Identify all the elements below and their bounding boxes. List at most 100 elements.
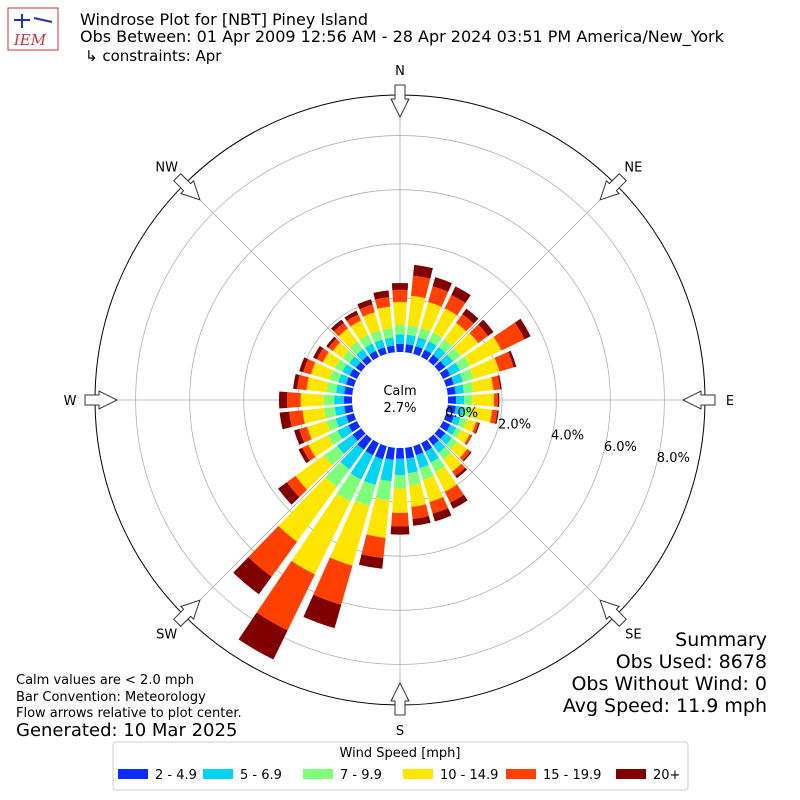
wind-bar [421,349,432,361]
wind-bar [306,377,329,393]
wind-bar [391,512,409,527]
wind-bar [377,306,393,330]
wind-bar [463,419,477,433]
legend-label: 7 - 9.9 [340,768,382,783]
legend-swatch [506,769,536,779]
wind-bar [451,286,471,304]
wind-bar [394,458,406,476]
wind-bar [327,430,343,445]
wind-bar [308,435,334,458]
wind-bar [302,407,326,424]
wind-bar [464,394,473,406]
wind-bar [412,516,431,526]
wind-bar [238,612,288,660]
wind-bar [374,297,391,309]
wind-bar [294,428,305,445]
wind-bar [432,346,446,360]
wind-bar [453,332,479,356]
arrow-shape [84,390,119,410]
wind-bar [405,446,415,459]
wind-bar [415,336,427,349]
wind-bar [438,447,452,460]
wind-bar [356,349,368,361]
chart-title: Windrose Plot for [NBT] Piney Island [80,10,368,29]
wind-bar [338,373,349,385]
wind-bar [313,557,353,605]
wind-bar [335,415,349,428]
wind-bar [392,488,408,513]
wind-bar [508,350,517,368]
wind-bar [451,415,461,426]
wind-bar [302,444,316,461]
wind-bar [393,474,407,489]
direction-arrow [173,599,201,627]
wind-bar [446,405,456,414]
wind-bar [358,554,384,569]
wind-bar [380,458,394,482]
wind-bar [390,526,410,535]
wind-bar [478,319,494,337]
wind-bar [413,264,433,279]
r-tick-label: 6.0% [604,440,637,455]
wind-bar [471,377,494,393]
spoke [184,184,367,367]
wind-bar [323,445,345,466]
direction-label: N [395,64,405,79]
wind-bar [514,318,531,340]
wind-bar [342,350,355,364]
wind-bar [287,392,301,408]
wind-bar [455,467,468,479]
wind-bar [432,508,452,522]
wind-bar [456,429,470,444]
wind-bar [337,425,353,439]
direction-arrow [390,84,410,119]
wind-bar [344,310,359,321]
summary: Avg Speed: 11.9 mph [563,695,767,717]
legend-label: 15 - 19.9 [543,768,601,783]
wind-bar [278,482,300,505]
wind-bar [489,409,498,424]
wind-bar [455,395,465,405]
legend-label: 2 - 4.9 [155,768,197,783]
wind-bar [491,375,501,391]
wind-bar [291,493,351,575]
wind-bar [444,484,464,503]
wind-bar [326,336,337,348]
direction-label: NW [155,161,178,176]
wind-bar [303,359,316,375]
wind-bar [278,391,288,409]
wind-bar [303,594,342,629]
wind-bar [439,368,451,379]
legend-swatch [616,769,646,779]
wind-bar [459,368,474,382]
wind-bar [413,346,423,357]
wind-bar [375,479,392,501]
wind-bar [455,356,470,371]
wind-bar [352,428,366,441]
wind-bar [350,320,369,341]
wind-bar [396,343,404,353]
wind-bar [295,455,333,490]
wind-bar [374,443,387,460]
arrow-shape [173,599,201,627]
wind-bar [415,452,429,469]
grid-ring [135,135,665,665]
wind-bar [435,466,458,492]
wind-bar [373,290,390,300]
wind-bar [286,475,308,498]
wind-bar [408,483,427,507]
arrow-shape [390,84,410,119]
wind-bar [365,439,379,456]
wind-bar [432,440,446,454]
arrow-shape [599,173,627,201]
wind-bar [440,432,452,445]
wind-bar [446,437,458,450]
direction-label: S [396,724,404,739]
direction-arrow [173,173,201,201]
wind-bar [462,308,479,324]
wind-bar [392,289,408,303]
wind-bar [349,356,361,368]
direction-label: SE [625,627,641,642]
wind-bar [454,384,464,395]
arrow-shape [599,599,627,627]
